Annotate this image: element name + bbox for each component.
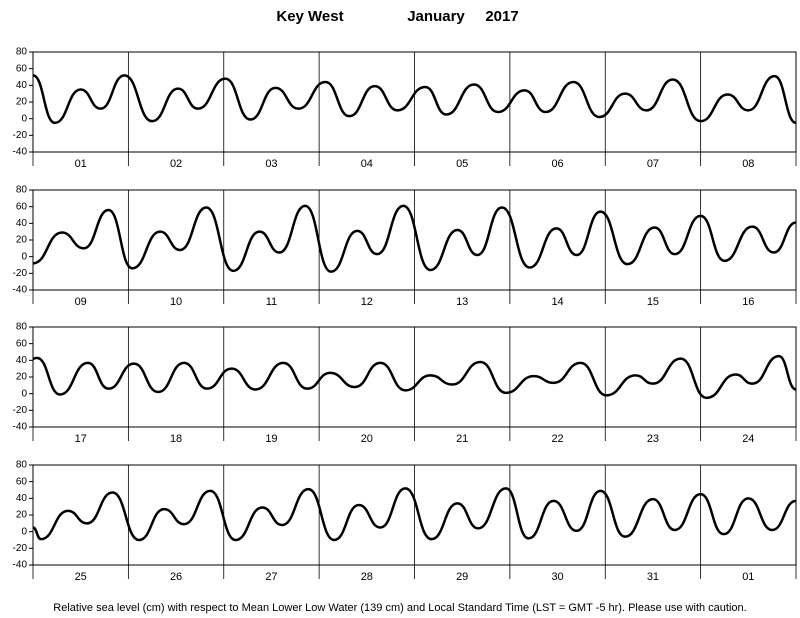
day-label: 19 bbox=[265, 433, 277, 445]
y-tick-label: -40 bbox=[13, 422, 28, 433]
chart-title-year: 2017 bbox=[485, 8, 518, 25]
day-label: 21 bbox=[456, 433, 468, 445]
y-tick-label: 40 bbox=[16, 218, 28, 229]
day-label: 20 bbox=[361, 433, 373, 445]
y-tick-label: 40 bbox=[16, 493, 28, 504]
day-label: 03 bbox=[265, 158, 277, 170]
y-tick-label: 20 bbox=[16, 372, 28, 383]
y-tick-label: 60 bbox=[16, 63, 28, 74]
day-label: 12 bbox=[361, 296, 373, 308]
y-tick-label: 20 bbox=[16, 235, 28, 246]
y-tick-label: 40 bbox=[16, 80, 28, 91]
chart-title-month: January bbox=[407, 8, 465, 25]
tide-curve bbox=[32, 487, 797, 542]
y-tick-label: -20 bbox=[13, 543, 28, 554]
tide-curve bbox=[32, 354, 797, 400]
day-label: 11 bbox=[266, 296, 277, 308]
day-label: 13 bbox=[456, 296, 468, 308]
y-tick-label: 0 bbox=[21, 251, 27, 262]
tide-curve bbox=[32, 204, 797, 273]
y-tick-label: 80 bbox=[16, 322, 28, 333]
footnote: Relative sea level (cm) with respect to … bbox=[53, 602, 746, 614]
day-label: 07 bbox=[647, 158, 659, 170]
y-tick-label: -40 bbox=[13, 285, 28, 296]
day-label: 30 bbox=[551, 571, 563, 583]
y-tick-label: 0 bbox=[21, 388, 27, 399]
day-label: 25 bbox=[75, 571, 87, 583]
y-tick-label: 80 bbox=[16, 185, 28, 196]
day-label: 17 bbox=[75, 433, 87, 445]
y-tick-label: -40 bbox=[13, 560, 28, 571]
y-tick-label: 40 bbox=[16, 355, 28, 366]
day-label: 10 bbox=[170, 296, 182, 308]
day-label: 01 bbox=[75, 158, 87, 170]
y-tick-label: -20 bbox=[13, 405, 28, 416]
day-label: 22 bbox=[551, 433, 563, 445]
y-tick-label: -20 bbox=[13, 268, 28, 279]
day-label: 16 bbox=[742, 296, 754, 308]
y-tick-label: 80 bbox=[16, 47, 28, 58]
day-label: 14 bbox=[551, 296, 563, 308]
y-tick-label: 60 bbox=[16, 476, 28, 487]
y-tick-label: -40 bbox=[13, 147, 28, 158]
y-tick-label: -20 bbox=[13, 130, 28, 141]
y-tick-label: 60 bbox=[16, 338, 28, 349]
day-label: 27 bbox=[265, 571, 277, 583]
day-label: 02 bbox=[170, 158, 182, 170]
day-label: 24 bbox=[742, 433, 754, 445]
day-label: 29 bbox=[456, 571, 468, 583]
day-label: 05 bbox=[456, 158, 468, 170]
day-label: 31 bbox=[647, 571, 659, 583]
y-tick-label: 0 bbox=[21, 113, 27, 124]
day-label: 04 bbox=[361, 158, 373, 170]
y-tick-label: 80 bbox=[16, 460, 28, 471]
day-label: 26 bbox=[170, 571, 182, 583]
tide-curve bbox=[32, 74, 797, 125]
day-label: 18 bbox=[170, 433, 182, 445]
y-tick-label: 20 bbox=[16, 97, 28, 108]
day-label: 23 bbox=[647, 433, 659, 445]
day-label: 01 bbox=[742, 571, 754, 583]
day-label: 06 bbox=[551, 158, 563, 170]
y-tick-label: 0 bbox=[21, 526, 27, 537]
day-label: 28 bbox=[361, 571, 373, 583]
y-tick-label: 60 bbox=[16, 201, 28, 212]
day-label: 08 bbox=[742, 158, 754, 170]
day-label: 15 bbox=[647, 296, 659, 308]
y-tick-label: 20 bbox=[16, 510, 28, 521]
chart-title-location: Key West bbox=[276, 8, 343, 25]
day-label: 09 bbox=[75, 296, 87, 308]
